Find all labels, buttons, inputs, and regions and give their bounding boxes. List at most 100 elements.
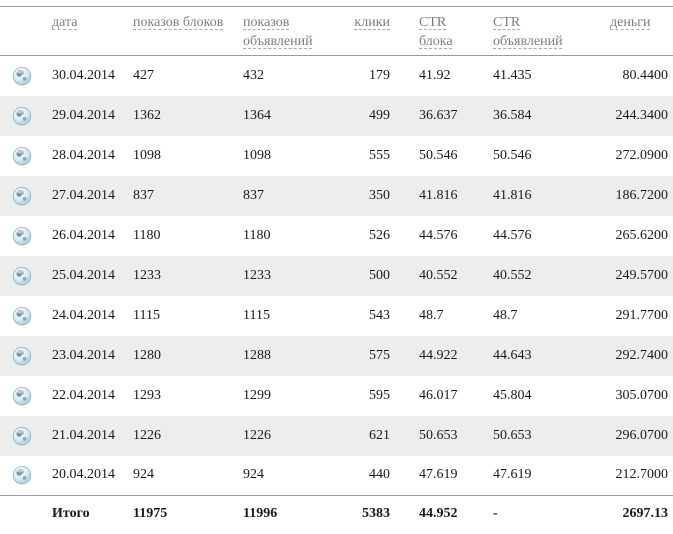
cell-money: 305.0700 — [615, 387, 669, 403]
cell-block-impressions: 427 — [133, 67, 154, 83]
cell-money: 249.5700 — [615, 267, 669, 283]
cell-money: 296.0700 — [615, 427, 669, 443]
sort-link-ad-impressions[interactable]: показов объявлений — [243, 15, 313, 49]
sort-link-date[interactable]: дата — [52, 15, 78, 30]
cell-ctr-ads: 44.576 — [493, 227, 532, 243]
cell-block-impressions: 1098 — [133, 147, 161, 163]
row-icon-cell — [0, 176, 43, 216]
cell-clicks: 500 — [369, 267, 390, 283]
cell-date: 28.04.2014 — [52, 147, 115, 163]
cell-ctr-block: 44.922 — [419, 347, 458, 363]
cell-date: 27.04.2014 — [52, 187, 115, 203]
globe-icon — [12, 346, 32, 366]
cell-ctr-ads: 41.816 — [493, 187, 532, 203]
cell-block-impressions: 1115 — [133, 307, 160, 323]
table-row: 30.04.2014 427 432 179 41.92 41.435 80.4400 — [0, 56, 673, 96]
globe-icon — [12, 226, 32, 246]
row-icon-cell — [0, 256, 43, 296]
totals-ctr-block: 44.952 — [398, 495, 464, 533]
sort-link-ctr-ads[interactable]: CTR объявлений — [493, 15, 563, 49]
sort-link-block-impressions[interactable]: показов блоков — [133, 15, 224, 30]
table-row: 23.04.2014 1280 1288 575 44.922 44.643 292.740… — [0, 335, 673, 376]
cell-date: 25.04.2014 — [52, 267, 115, 283]
cell-clicks: 621 — [369, 427, 390, 443]
cell-ad-impressions: 1288 — [243, 347, 271, 363]
globe-icon — [12, 186, 32, 206]
cell-ad-impressions: 1098 — [243, 147, 271, 163]
cell-ad-impressions: 924 — [243, 467, 264, 483]
cell-block-impressions: 1233 — [133, 267, 161, 283]
cell-date: 20.04.2014 — [52, 467, 115, 483]
row-icon-cell — [0, 56, 43, 96]
table-row: 28.04.2014 1098 1098 555 50.546 50.546 272.090… — [0, 136, 673, 176]
table-row: 27.04.2014 837 837 350 41.816 41.816 186.7200 — [0, 175, 673, 216]
row-icon-cell — [0, 96, 43, 136]
totals-money: 2697.13 — [581, 495, 673, 533]
table-header: дата показов блоков показов объявлений к… — [0, 6, 673, 56]
cell-money: 272.0900 — [615, 147, 669, 163]
cell-clicks: 555 — [369, 147, 390, 163]
column-header-ad-impressions: показов объявлений — [234, 6, 347, 56]
cell-ad-impressions: 1364 — [243, 107, 271, 123]
table-row: 22.04.2014 1293 1299 595 46.017 45.804 305.070… — [0, 376, 673, 416]
cell-block-impressions: 837 — [133, 187, 154, 203]
cell-clicks: 350 — [369, 187, 390, 203]
totals-label: Итого — [43, 495, 124, 533]
row-icon-cell — [0, 216, 43, 256]
cell-ctr-ads: 40.552 — [493, 267, 532, 283]
globe-icon — [12, 146, 32, 166]
totals-ad-impressions: 11996 — [234, 495, 347, 533]
cell-money: 186.7200 — [615, 187, 669, 203]
row-icon-cell — [0, 416, 43, 456]
cell-block-impressions: 1362 — [133, 107, 161, 123]
cell-ctr-ads: 50.653 — [493, 427, 532, 443]
cell-block-impressions: 1226 — [133, 427, 161, 443]
sort-link-money[interactable]: деньги — [610, 15, 651, 30]
row-icon-cell — [0, 296, 43, 336]
globe-icon — [12, 266, 32, 286]
cell-ctr-block: 41.816 — [419, 187, 458, 203]
cell-ctr-block: 40.552 — [419, 267, 458, 283]
sort-link-ctr-block[interactable]: CTR блока — [419, 15, 453, 49]
column-header-ctr-ads: CTR объявлений — [464, 6, 581, 56]
cell-money: 212.7000 — [615, 467, 669, 483]
cell-ctr-ads: 36.584 — [493, 107, 532, 123]
column-header-ctr-block: CTR блока — [398, 6, 464, 56]
cell-ctr-ads: 48.7 — [493, 307, 518, 323]
cell-ctr-block: 36.637 — [419, 107, 458, 123]
cell-clicks: 526 — [369, 227, 390, 243]
row-icon-cell — [0, 136, 43, 176]
sort-link-clicks[interactable]: клики — [354, 15, 390, 30]
totals-clicks: 5383 — [347, 495, 398, 533]
cell-ctr-ads: 41.435 — [493, 67, 532, 83]
cell-ad-impressions: 1299 — [243, 387, 271, 403]
cell-ad-impressions: 432 — [243, 67, 264, 83]
header-row: дата показов блоков показов объявлений к… — [0, 6, 673, 56]
cell-ctr-block: 50.653 — [419, 427, 458, 443]
cell-ad-impressions: 1226 — [243, 427, 271, 443]
column-header-money: деньги — [581, 6, 673, 56]
cell-date: 29.04.2014 — [52, 107, 115, 123]
table-row: 21.04.2014 1226 1226 621 50.653 50.653 296.070… — [0, 415, 673, 456]
row-icon-cell — [0, 456, 43, 496]
cell-money: 265.6200 — [615, 227, 669, 243]
totals-block-impressions: 11975 — [124, 495, 234, 533]
cell-ctr-block: 47.619 — [419, 467, 458, 483]
cell-ad-impressions: 1233 — [243, 267, 271, 283]
cell-block-impressions: 924 — [133, 467, 154, 483]
cell-clicks: 179 — [369, 67, 390, 83]
column-header-block-impressions: показов блоков — [124, 6, 234, 56]
cell-date: 22.04.2014 — [52, 387, 115, 403]
cell-ad-impressions: 1180 — [243, 227, 271, 243]
globe-icon — [12, 465, 32, 485]
cell-date: 21.04.2014 — [52, 427, 115, 443]
totals-row: Итого 11975 11996 5383 44.952 - 2697.13 — [0, 495, 673, 533]
cell-ad-impressions: 1115 — [243, 307, 270, 323]
cell-date: 30.04.2014 — [52, 67, 115, 83]
cell-clicks: 575 — [369, 347, 390, 363]
cell-ctr-block: 46.017 — [419, 387, 458, 403]
cell-ctr-block: 41.92 — [419, 67, 451, 83]
table-row: 24.04.2014 1115 1115 543 48.7 48.7 291.7700 — [0, 296, 673, 336]
row-icon-cell — [0, 376, 43, 416]
